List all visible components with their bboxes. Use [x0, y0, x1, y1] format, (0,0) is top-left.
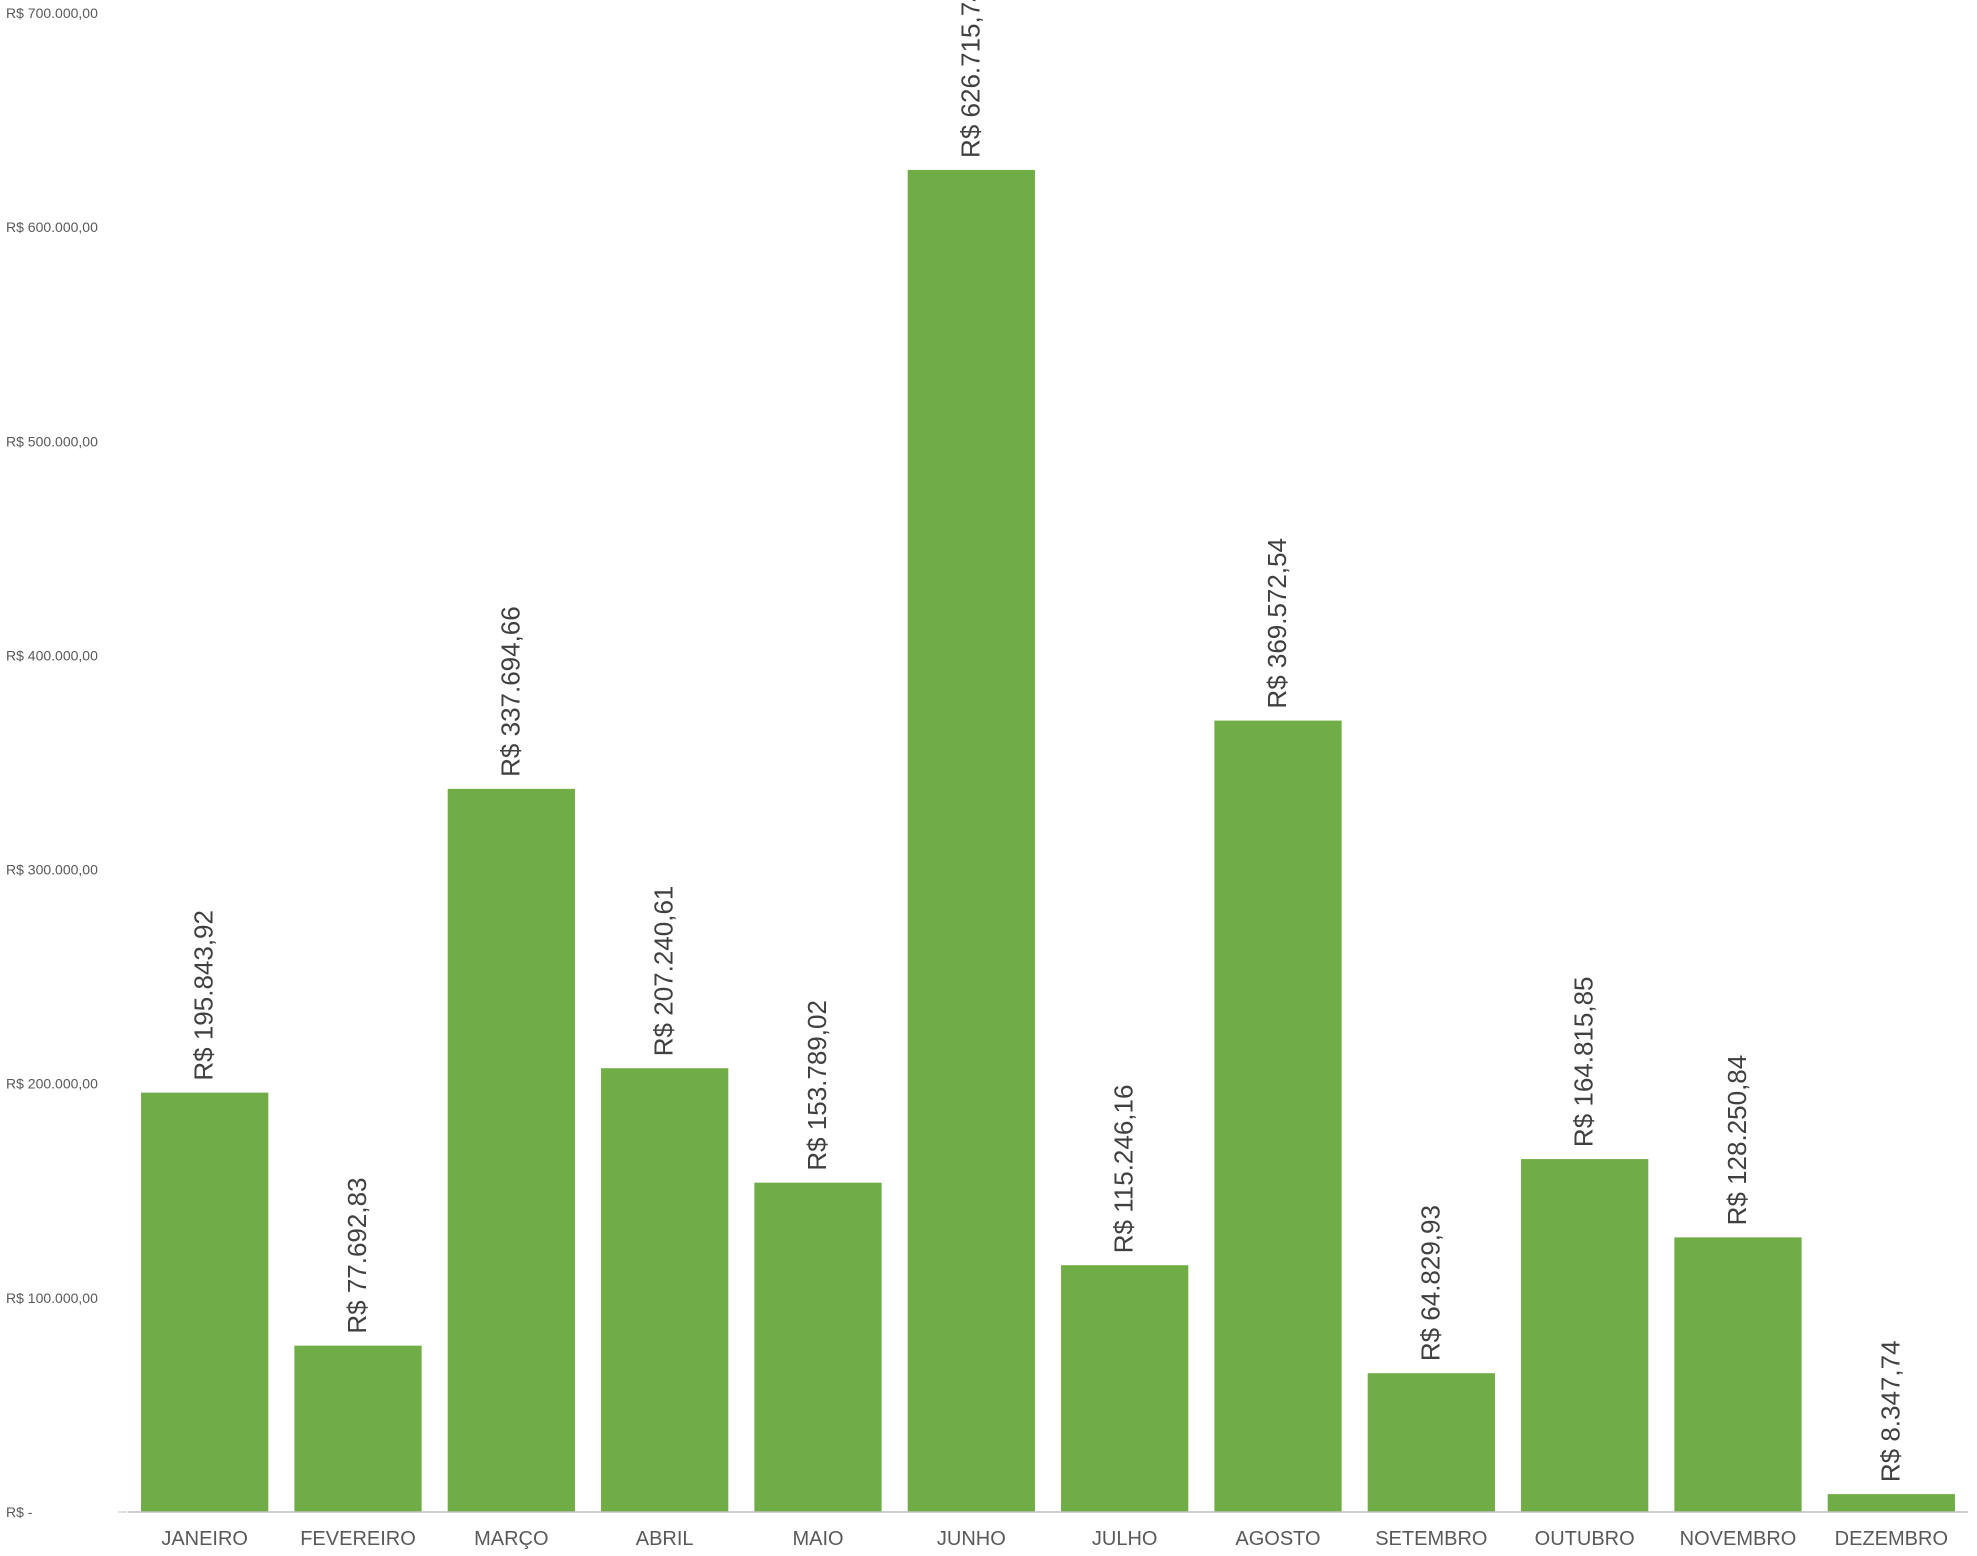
bar-maio: [754, 1182, 882, 1512]
x-tick-label: ABRIL: [636, 1528, 694, 1550]
y-tick-label: R$ 700.000,00: [6, 5, 98, 21]
x-axis: JANEIRO FEVEREIRO MARÇO ABRIL MAIO JUNHO JULHO…: [128, 1511, 1968, 1550]
y-tick-label: R$ 100.000,00: [6, 1290, 98, 1306]
x-tick-label: DEZEMBRO: [1835, 1528, 1948, 1550]
data-label: R$ 207.240,61: [649, 886, 679, 1057]
data-label: R$ 153.789,02: [802, 1000, 832, 1171]
bar-setembro: [1367, 1373, 1495, 1512]
data-label: R$ 195.843,92: [189, 910, 219, 1081]
x-tick-label: MAIO: [792, 1528, 843, 1550]
y-tick-label: R$ -: [6, 1504, 33, 1520]
bars: [141, 169, 1955, 1513]
x-tick-label: SETEMBRO: [1375, 1528, 1487, 1550]
x-tick-label: NOVEMBRO: [1680, 1528, 1797, 1550]
y-tick-label: R$ 400.000,00: [6, 647, 98, 663]
x-tick-label: AGOSTO: [1235, 1528, 1320, 1550]
x-tick-label: FEVEREIRO: [300, 1528, 416, 1550]
y-tick-label: R$ 600.000,00: [6, 219, 98, 235]
data-label: R$ 8.347,74: [1875, 1340, 1905, 1482]
x-tick-label: MARÇO: [474, 1528, 548, 1550]
bar-julho: [1061, 1265, 1189, 1512]
x-tick-label: JUNHO: [937, 1528, 1006, 1550]
bar-março: [447, 788, 575, 1512]
bar-janeiro: [141, 1092, 269, 1512]
bar-agosto: [1214, 720, 1342, 1512]
y-tick-label: R$ 500.000,00: [6, 433, 98, 449]
y-tick-label: R$ 200.000,00: [6, 1076, 98, 1092]
data-label: R$ 164.815,85: [1569, 976, 1599, 1147]
bar-outubro: [1521, 1159, 1649, 1512]
data-label: R$ 369.572,54: [1262, 538, 1292, 709]
bar-dezembro: [1827, 1494, 1955, 1512]
y-axis: R$ - R$ 100.000,00 R$ 200.000,00 R$ 300.000…: [6, 5, 127, 1520]
bar-novembro: [1674, 1237, 1802, 1512]
data-label: R$ 626.715,74: [955, 0, 985, 158]
data-label: R$ 128.250,84: [1722, 1055, 1752, 1226]
x-tick-label: JULHO: [1092, 1528, 1158, 1550]
x-tick-label: JANEIRO: [161, 1528, 248, 1550]
data-label: R$ 64.829,93: [1415, 1205, 1445, 1361]
bar-abril: [601, 1068, 729, 1512]
y-tick-label: R$ 300.000,00: [6, 862, 98, 878]
data-labels: R$ 195.843,92 R$ 77.692,83 R$ 337.694,66 R$…: [189, 0, 1906, 1482]
data-label: R$ 337.694,66: [495, 606, 525, 777]
data-label: R$ 115.246,16: [1109, 1085, 1139, 1254]
x-tick-label: OUTUBRO: [1535, 1528, 1635, 1550]
bar-fevereiro: [294, 1345, 422, 1512]
bar-junho: [907, 169, 1035, 1513]
data-label: R$ 77.692,83: [342, 1177, 372, 1333]
